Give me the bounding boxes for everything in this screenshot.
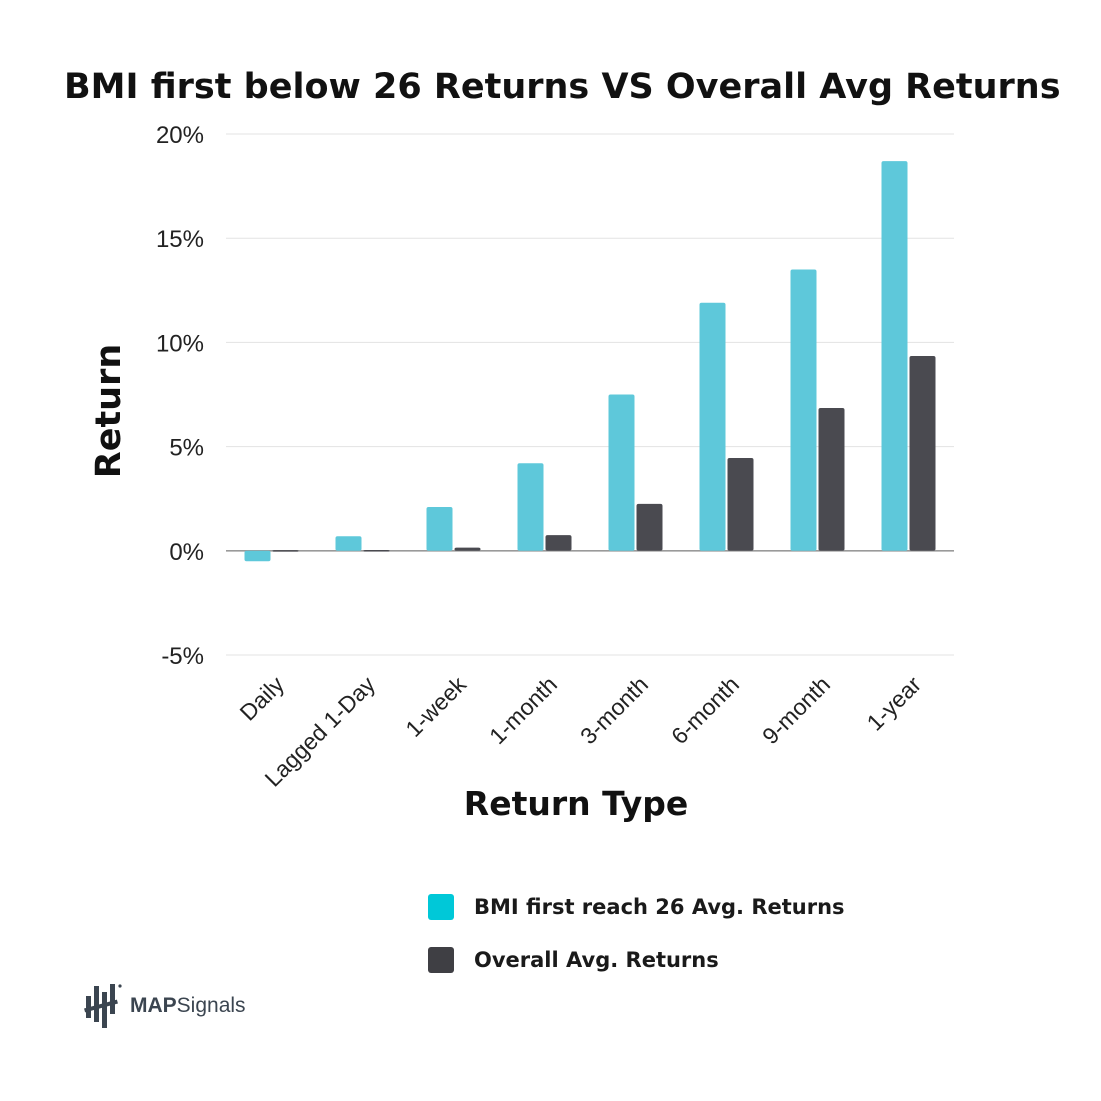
x-axis-label: Return Type [464, 784, 688, 823]
x-tick-label: 1-year [862, 671, 927, 736]
x-tick-label: 3-month [575, 671, 653, 749]
bar-overall-lagged-1-day [363, 549, 390, 552]
legend-label-overall: Overall Avg. Returns [474, 948, 719, 972]
grid-lines [226, 133, 954, 656]
x-tick-label: 1-week [400, 671, 471, 742]
chart-title: BMI first below 26 Returns VS Overall Av… [64, 67, 1061, 107]
y-tick-label: -5% [161, 643, 204, 670]
y-tick-label: 10% [156, 330, 204, 357]
bar-bmi-lagged-1-day [335, 536, 362, 551]
bar-bmi-daily [244, 550, 271, 562]
legend-item-bmi: BMI first reach 26 Avg. Returns [428, 892, 845, 922]
brand-name: MAPSignals [130, 994, 246, 1018]
bar-overall-6-month [727, 458, 754, 551]
bar-overall-1-week [454, 547, 481, 551]
bars [244, 161, 936, 562]
x-tick-label: 6-month [666, 671, 744, 749]
bar-bmi-3-month [608, 394, 635, 551]
legend-swatch-overall [428, 947, 454, 973]
map-signals-logo-icon [84, 984, 122, 1028]
x-tick-label: 1-month [484, 671, 562, 749]
bar-bmi-1-month [517, 463, 544, 551]
y-axis-label: Return [89, 344, 129, 479]
bar-overall-1-year [909, 355, 936, 551]
legend-item-overall: Overall Avg. Returns [428, 945, 845, 975]
bar-overall-9-month [818, 408, 845, 551]
brand-name-bold: MAP [130, 994, 177, 1017]
y-tick-label: 5% [169, 435, 204, 462]
legend-swatch-bmi [428, 894, 454, 920]
x-tick-label: 9-month [757, 671, 835, 749]
bar-bmi-1-year [881, 161, 908, 551]
bar-bmi-9-month [790, 269, 817, 551]
brand-name-rest: Signals [176, 994, 246, 1017]
bar-overall-3-month [636, 503, 663, 551]
bar-overall-1-month [545, 535, 572, 551]
legend-label-bmi: BMI first reach 26 Avg. Returns [474, 895, 845, 919]
legend: BMI first reach 26 Avg. Returns Overall … [428, 892, 845, 998]
bar-bmi-6-month [699, 302, 726, 551]
x-tick-label: Daily [234, 671, 289, 726]
y-tick-label: 20% [156, 122, 204, 149]
brand-logo: MAPSignals [84, 982, 246, 1030]
bar-overall-daily [272, 550, 299, 552]
y-tick-labels: 20% 15% 10% 5% 0% -5% [156, 122, 204, 670]
y-tick-label: 15% [156, 226, 204, 253]
bar-bmi-1-week [426, 507, 453, 551]
y-tick-label: 0% [169, 539, 204, 566]
